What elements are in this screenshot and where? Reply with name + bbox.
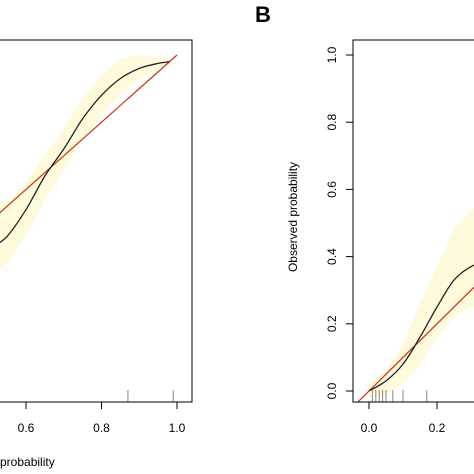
y-tick-label: 0.2 [325, 315, 339, 332]
confidence-band [0, 55, 170, 271]
plot-frame [352, 39, 474, 403]
y-tick-label: 0.6 [325, 181, 339, 198]
plot-area [357, 208, 474, 402]
x-tick-label: 0.0 [361, 421, 378, 435]
y-tick-label: 0.0 [325, 382, 339, 399]
y-tick-label: 0.4 [325, 248, 339, 265]
panel-a: 0.6 0.8 1.0 probability [0, 39, 193, 469]
x-tick-label: 0.2 [429, 421, 446, 435]
x-tick-label: 1.0 [169, 421, 186, 435]
y-tick-label: 1.0 [325, 46, 339, 63]
reference-line [357, 286, 474, 402]
calibration-line [368, 264, 474, 392]
x-tick-label: 0.8 [93, 421, 110, 435]
plot-area [0, 54, 178, 271]
confidence-band [369, 208, 474, 398]
panel-letter: B [255, 2, 271, 27]
reference-line [0, 54, 178, 214]
panel-b: 0.0 0.2 0.0 0.2 0.4 0.6 0.8 1.0 Observed probabi… [255, 2, 474, 435]
calibration-line [0, 61, 170, 244]
x-tick-label: 0.6 [18, 421, 35, 435]
y-axis-label: Observed probability [286, 162, 300, 272]
plot-frame [0, 39, 193, 403]
y-tick-label: 0.8 [325, 114, 339, 131]
x-axis-label: probability [0, 455, 55, 469]
